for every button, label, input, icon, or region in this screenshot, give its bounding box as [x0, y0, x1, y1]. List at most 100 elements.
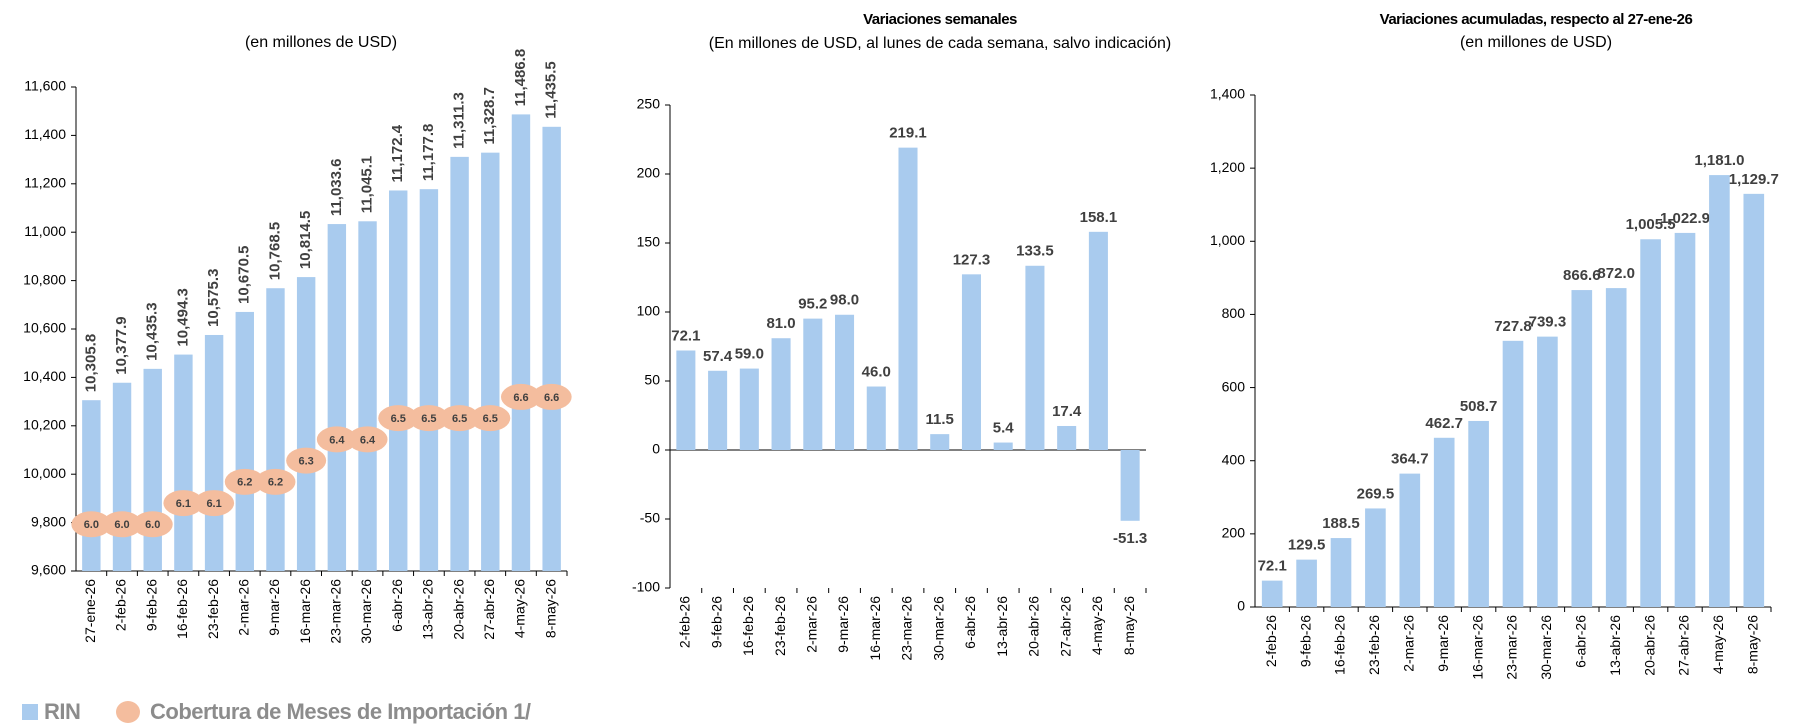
y-tick-label: 600	[1222, 378, 1246, 394]
value-label: 10,814.5	[297, 211, 314, 269]
value-label: 1,181.0	[1694, 152, 1744, 169]
bar	[1674, 232, 1696, 607]
bar	[676, 350, 696, 450]
coverage-label: 6.6	[513, 392, 528, 404]
value-label: 129.5	[1288, 537, 1326, 554]
coverage-marker	[102, 511, 143, 538]
legend-label: RIN	[44, 699, 80, 724]
coverage-label: 6.5	[391, 413, 406, 425]
value-label: 72.1	[1258, 558, 1287, 575]
bar	[771, 338, 791, 450]
coverage-marker	[347, 426, 388, 453]
x-tick-label: 9-feb-26	[143, 579, 159, 631]
value-label: 57.4	[703, 348, 733, 365]
value-label: 11,311.3	[451, 92, 468, 149]
y-tick-label: 0	[652, 441, 660, 457]
x-tick-label: 27-ene-26	[82, 579, 98, 643]
bar	[1025, 265, 1045, 450]
bar	[389, 190, 408, 572]
y-tick-label: 1,000	[1210, 232, 1245, 248]
coverage-marker	[439, 405, 480, 432]
y-tick-label: 10,000	[23, 465, 66, 481]
y-tick-label: 9,800	[31, 513, 66, 529]
x-tick-label: 13-abr-26	[1607, 615, 1623, 676]
value-label: 17.4	[1052, 403, 1082, 420]
x-tick-label: 4-may-26	[512, 579, 528, 638]
coverage-marker	[470, 405, 511, 432]
chart-title: Variaciones semanales	[863, 11, 1017, 28]
x-tick-label: 13-abr-26	[994, 596, 1010, 657]
bar	[511, 114, 531, 571]
bar	[296, 277, 316, 571]
x-tick-label: 16-feb-26	[174, 579, 190, 639]
y-tick-label: 200	[637, 165, 661, 181]
coverage-label: 6.1	[176, 498, 191, 510]
y-tick-label: 1,400	[1210, 86, 1245, 102]
bar	[1433, 437, 1455, 607]
chart-subtitle: (En millones de USD, al lunes de cada se…	[709, 35, 1171, 52]
x-tick-label: 30-mar-26	[1538, 615, 1554, 680]
bar	[1365, 508, 1386, 607]
value-label: 10,670.5	[236, 246, 253, 304]
bar	[358, 221, 377, 571]
value-label: 11,435.5	[543, 61, 560, 119]
x-tick-label: 23-mar-26	[328, 579, 344, 644]
coverage-label: 6.2	[237, 477, 252, 489]
chart-subtitle: (en millones de USD)	[245, 34, 397, 51]
bar	[204, 334, 224, 571]
bar	[266, 288, 285, 571]
y-tick-label: 11,600	[24, 78, 66, 94]
bar	[1088, 231, 1108, 450]
bar	[235, 311, 254, 571]
y-tick-label: 1,200	[1210, 159, 1245, 175]
bar	[481, 152, 500, 571]
value-label: -51.3	[1113, 530, 1147, 547]
x-tick-label: 6-abr-26	[389, 579, 405, 632]
value-label: 98.0	[830, 292, 859, 309]
value-label: 10,768.5	[266, 222, 283, 280]
coverage-marker	[378, 405, 419, 432]
x-tick-label: 16-mar-26	[297, 579, 313, 644]
value-label: 11,328.7	[481, 87, 498, 145]
value-label: 127.3	[953, 251, 991, 268]
value-label: 81.0	[766, 315, 795, 332]
coverage-marker	[71, 511, 112, 538]
y-tick-label: 400	[1222, 451, 1246, 467]
x-tick-label: 23-mar-26	[1504, 615, 1520, 680]
x-tick-label: 2-mar-26	[1401, 615, 1417, 672]
legend-label: Cobertura de Meses de Importación 1/	[150, 699, 531, 724]
coverage-marker	[224, 468, 265, 495]
x-tick-label: 27-abr-26	[481, 579, 497, 640]
y-tick-label: 10,400	[23, 368, 66, 384]
coverage-label: 6.4	[360, 434, 376, 446]
coverage-marker	[408, 405, 449, 432]
value-label: 11,486.8	[512, 49, 529, 107]
bar	[1709, 175, 1730, 607]
coverage-marker	[500, 383, 541, 410]
bar	[866, 386, 886, 450]
value-label: 727.8	[1494, 318, 1532, 335]
x-tick-label: 8-may-26	[1121, 596, 1137, 655]
x-tick-label: 30-mar-26	[930, 596, 946, 661]
x-tick-label: 13-abr-26	[420, 579, 436, 640]
x-tick-label: 2-mar-26	[235, 579, 251, 636]
value-label: 269.5	[1357, 485, 1395, 502]
y-tick-label: 100	[637, 303, 661, 319]
coverage-marker	[255, 468, 296, 495]
coverage-label: 6.0	[145, 519, 160, 531]
value-label: 11,177.8	[420, 124, 437, 182]
coverage-label: 6.5	[483, 413, 498, 425]
x-tick-label: 8-may-26	[542, 579, 558, 638]
x-tick-label: 16-feb-26	[740, 596, 756, 656]
bar	[1399, 473, 1421, 607]
bar	[1537, 336, 1558, 607]
y-tick-label: 9,600	[31, 562, 66, 578]
y-tick-label: -100	[632, 579, 660, 595]
y-tick-label: 250	[637, 96, 661, 112]
y-tick-label: 11,200	[24, 175, 66, 191]
value-label: 10,575.3	[205, 269, 222, 327]
bar	[1743, 193, 1765, 607]
coverage-marker	[194, 490, 235, 517]
y-tick-label: 10,600	[23, 320, 66, 336]
